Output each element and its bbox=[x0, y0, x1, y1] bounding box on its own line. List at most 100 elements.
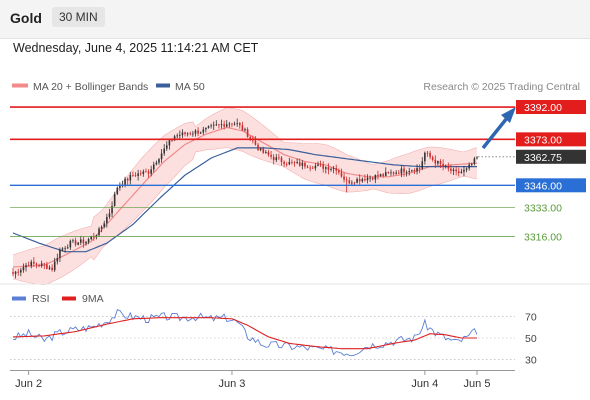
candle bbox=[322, 161, 325, 173]
rsi-legend-label: RSI bbox=[32, 293, 50, 305]
candle bbox=[100, 225, 103, 233]
candle bbox=[218, 123, 220, 129]
price-level-3346.00: 3346.00 bbox=[10, 178, 586, 193]
candle bbox=[371, 176, 374, 181]
candle bbox=[155, 160, 158, 166]
candle bbox=[476, 156, 478, 160]
rsi-grid-layer: 70 50 30 bbox=[10, 312, 537, 366]
candle bbox=[325, 166, 327, 174]
candle bbox=[197, 127, 199, 137]
candle bbox=[186, 132, 189, 137]
price-level-3333.00: 3333.00 bbox=[10, 202, 562, 214]
price-level-tag bbox=[516, 100, 586, 115]
ma50-line bbox=[12, 147, 477, 253]
candle bbox=[48, 265, 51, 271]
candle bbox=[40, 260, 43, 268]
candle bbox=[275, 153, 278, 163]
candle bbox=[330, 167, 332, 172]
candle bbox=[77, 241, 79, 246]
candle bbox=[126, 177, 129, 185]
candle bbox=[64, 246, 66, 253]
candle bbox=[199, 131, 202, 135]
candle bbox=[397, 170, 400, 175]
x-tick-label: Jun 5 bbox=[464, 378, 491, 390]
candle bbox=[212, 121, 215, 131]
candle bbox=[298, 158, 301, 167]
candle bbox=[137, 169, 139, 181]
candle bbox=[272, 154, 275, 165]
candle bbox=[413, 168, 416, 175]
candle bbox=[332, 165, 335, 174]
candle bbox=[319, 160, 322, 168]
candle bbox=[416, 164, 418, 175]
candle bbox=[426, 150, 429, 157]
candle bbox=[95, 234, 98, 240]
candle bbox=[400, 165, 403, 178]
price-level-label: 3333.00 bbox=[524, 202, 562, 214]
candle bbox=[361, 177, 364, 183]
candle bbox=[348, 177, 351, 185]
candle bbox=[103, 220, 106, 229]
rsi-ma-legend-label: 9MA bbox=[82, 293, 104, 305]
candle bbox=[238, 121, 241, 129]
candle bbox=[108, 208, 111, 220]
source-credit: Research © 2025 Trading Central bbox=[423, 81, 580, 93]
candle bbox=[364, 174, 366, 182]
candle bbox=[338, 168, 340, 175]
candle bbox=[304, 161, 306, 169]
candle bbox=[192, 130, 194, 137]
candle bbox=[280, 156, 283, 166]
candle bbox=[228, 121, 231, 128]
candle bbox=[437, 160, 439, 166]
candle bbox=[233, 121, 236, 126]
candle bbox=[392, 171, 395, 176]
candle bbox=[25, 262, 27, 272]
candle bbox=[408, 167, 411, 176]
candle bbox=[465, 167, 468, 173]
candle bbox=[61, 247, 64, 252]
candle bbox=[12, 268, 14, 277]
interval-badge[interactable]: 30 MIN bbox=[52, 7, 105, 27]
candle bbox=[358, 174, 361, 185]
candle bbox=[168, 139, 171, 150]
price-level-3316.00: 3316.00 bbox=[10, 231, 562, 243]
candle bbox=[345, 176, 348, 193]
candle bbox=[119, 182, 121, 191]
candle bbox=[231, 122, 233, 128]
candle bbox=[184, 131, 186, 137]
candle bbox=[421, 156, 424, 171]
candle bbox=[30, 259, 33, 269]
candle bbox=[470, 162, 473, 167]
candle bbox=[134, 172, 137, 178]
candle bbox=[14, 270, 17, 279]
ma20-legend-swatch bbox=[12, 83, 28, 88]
candle bbox=[246, 127, 249, 138]
candle bbox=[442, 159, 444, 171]
candle bbox=[254, 136, 257, 146]
candle bbox=[59, 247, 61, 263]
candle bbox=[434, 155, 437, 169]
candle bbox=[351, 180, 353, 186]
price-level-label: 3373.00 bbox=[524, 134, 562, 146]
candle bbox=[129, 171, 132, 185]
candle bbox=[283, 160, 285, 168]
price-level-3362.75: 3362.75 bbox=[478, 149, 586, 164]
candle bbox=[439, 159, 442, 169]
candle bbox=[111, 201, 113, 218]
candle bbox=[82, 236, 85, 248]
candle bbox=[225, 120, 228, 128]
forecast-arrow-icon bbox=[481, 107, 516, 150]
candle bbox=[207, 125, 210, 129]
candle bbox=[447, 162, 450, 172]
candle bbox=[374, 174, 377, 184]
candle bbox=[163, 144, 165, 156]
candle bbox=[150, 165, 152, 177]
candle bbox=[93, 232, 95, 241]
candle bbox=[116, 186, 119, 196]
candle bbox=[455, 165, 457, 176]
candle bbox=[384, 167, 387, 177]
candle bbox=[463, 165, 465, 177]
candle bbox=[431, 155, 434, 162]
